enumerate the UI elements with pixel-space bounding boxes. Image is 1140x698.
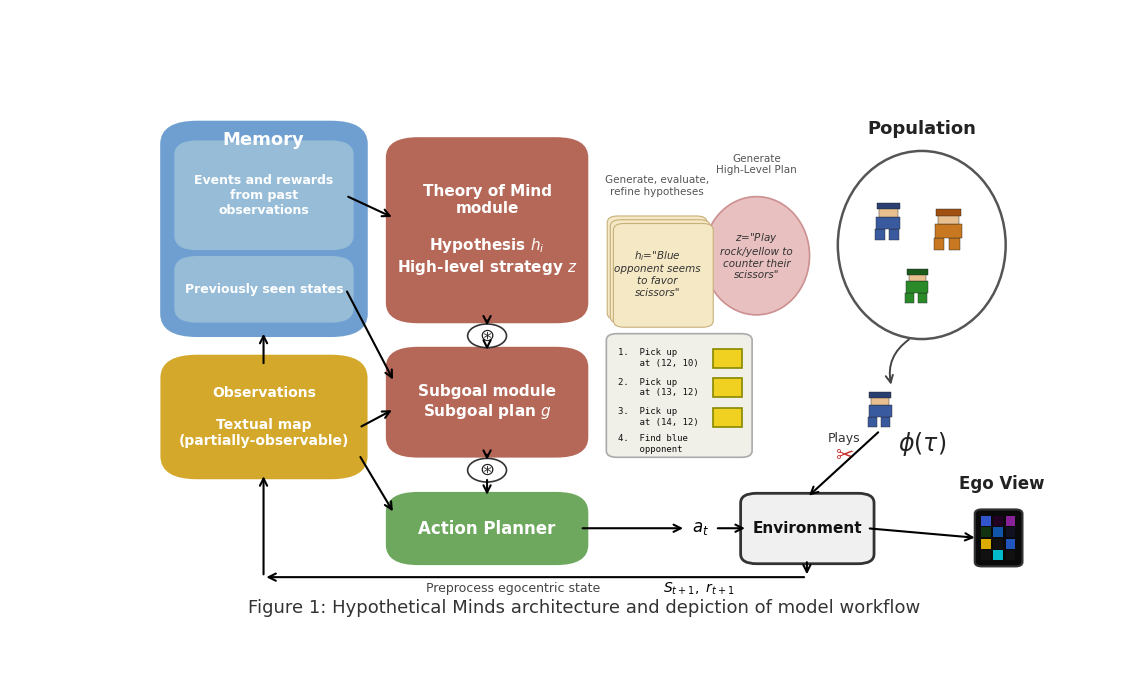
Text: $z$="Play
rock/yellow to
counter their
scissors": $z$="Play rock/yellow to counter their s…: [720, 231, 793, 280]
Text: ⊛: ⊛: [480, 461, 495, 480]
FancyBboxPatch shape: [388, 348, 587, 456]
Text: Ego View: Ego View: [959, 475, 1044, 493]
FancyBboxPatch shape: [1005, 527, 1016, 537]
FancyBboxPatch shape: [980, 539, 991, 549]
FancyBboxPatch shape: [714, 408, 741, 426]
FancyBboxPatch shape: [918, 293, 927, 303]
Text: Events and rewards
from past
observations: Events and rewards from past observation…: [194, 174, 334, 217]
Text: Generate, evaluate,
refine hypotheses: Generate, evaluate, refine hypotheses: [605, 175, 709, 197]
Circle shape: [467, 459, 506, 482]
FancyBboxPatch shape: [906, 281, 928, 293]
Text: $\phi(\tau)$: $\phi(\tau)$: [897, 430, 946, 458]
FancyBboxPatch shape: [980, 550, 991, 560]
FancyBboxPatch shape: [162, 356, 366, 477]
Text: $S_{t+1},\ r_{t+1}$: $S_{t+1},\ r_{t+1}$: [663, 581, 735, 597]
FancyBboxPatch shape: [714, 378, 741, 397]
Text: Previously seen states: Previously seen states: [185, 283, 343, 296]
FancyBboxPatch shape: [934, 238, 944, 250]
FancyBboxPatch shape: [889, 230, 898, 240]
FancyBboxPatch shape: [176, 141, 352, 249]
FancyBboxPatch shape: [613, 223, 714, 327]
Text: Memory: Memory: [222, 131, 304, 149]
FancyBboxPatch shape: [870, 392, 891, 398]
FancyBboxPatch shape: [608, 216, 707, 320]
FancyBboxPatch shape: [980, 527, 991, 537]
Ellipse shape: [703, 197, 809, 315]
Text: Observations

Textual map
(partially-observable): Observations Textual map (partially-obse…: [179, 386, 349, 448]
Text: $h_i$="Blue
opponent seems
to favor
scissors": $h_i$="Blue opponent seems to favor scis…: [613, 249, 700, 297]
Text: Generate
High-Level Plan: Generate High-Level Plan: [716, 154, 797, 175]
Text: 2.  Pick up
    at (13, 12): 2. Pick up at (13, 12): [618, 378, 699, 397]
FancyBboxPatch shape: [935, 224, 962, 238]
Text: 3.  Pick up
    at (14, 12): 3. Pick up at (14, 12): [618, 408, 699, 426]
FancyBboxPatch shape: [993, 550, 1003, 560]
Circle shape: [467, 324, 506, 348]
Text: ✂: ✂: [834, 446, 854, 466]
Text: Environment: Environment: [752, 521, 862, 536]
FancyBboxPatch shape: [871, 394, 889, 405]
FancyBboxPatch shape: [714, 349, 741, 368]
FancyBboxPatch shape: [881, 417, 890, 427]
FancyBboxPatch shape: [741, 493, 874, 564]
FancyBboxPatch shape: [606, 334, 752, 457]
Text: Population: Population: [868, 121, 976, 138]
Text: 1.  Pick up
    at (12, 10): 1. Pick up at (12, 10): [618, 348, 699, 368]
FancyBboxPatch shape: [868, 417, 877, 427]
FancyBboxPatch shape: [1005, 550, 1016, 560]
FancyBboxPatch shape: [879, 206, 898, 216]
FancyBboxPatch shape: [936, 209, 961, 216]
FancyBboxPatch shape: [1005, 539, 1016, 549]
FancyBboxPatch shape: [938, 213, 959, 224]
Text: Action Planner: Action Planner: [418, 519, 556, 537]
Text: $a_t$: $a_t$: [692, 519, 709, 537]
Text: Plays: Plays: [828, 432, 861, 445]
FancyBboxPatch shape: [993, 539, 1003, 549]
FancyBboxPatch shape: [176, 257, 352, 322]
Text: Subgoal module
Subgoal plan $g$: Subgoal module Subgoal plan $g$: [418, 384, 556, 421]
FancyBboxPatch shape: [162, 122, 366, 335]
FancyBboxPatch shape: [980, 516, 991, 526]
Ellipse shape: [838, 151, 1005, 339]
FancyBboxPatch shape: [907, 269, 928, 275]
Text: Figure 1: Hypothetical Minds architecture and depiction of model workflow: Figure 1: Hypothetical Minds architectur…: [249, 599, 920, 617]
Text: ⊛: ⊛: [480, 327, 495, 345]
FancyBboxPatch shape: [975, 510, 1023, 566]
FancyBboxPatch shape: [388, 139, 587, 322]
Text: Preprocess egocentric state: Preprocess egocentric state: [426, 582, 601, 595]
FancyBboxPatch shape: [993, 527, 1003, 537]
FancyBboxPatch shape: [993, 516, 1003, 526]
FancyBboxPatch shape: [869, 405, 891, 417]
FancyBboxPatch shape: [909, 272, 926, 281]
FancyBboxPatch shape: [877, 202, 899, 209]
FancyBboxPatch shape: [905, 293, 914, 303]
FancyBboxPatch shape: [610, 220, 710, 323]
FancyBboxPatch shape: [876, 230, 885, 240]
FancyBboxPatch shape: [876, 216, 901, 230]
FancyBboxPatch shape: [1005, 516, 1016, 526]
Text: Theory of Mind
module

Hypothesis $h_i$
High-level strategy $z$: Theory of Mind module Hypothesis $h_i$ H…: [397, 184, 578, 277]
Text: 4.  Find blue
    opponent: 4. Find blue opponent: [618, 434, 687, 454]
FancyBboxPatch shape: [388, 493, 587, 564]
FancyBboxPatch shape: [950, 238, 960, 250]
